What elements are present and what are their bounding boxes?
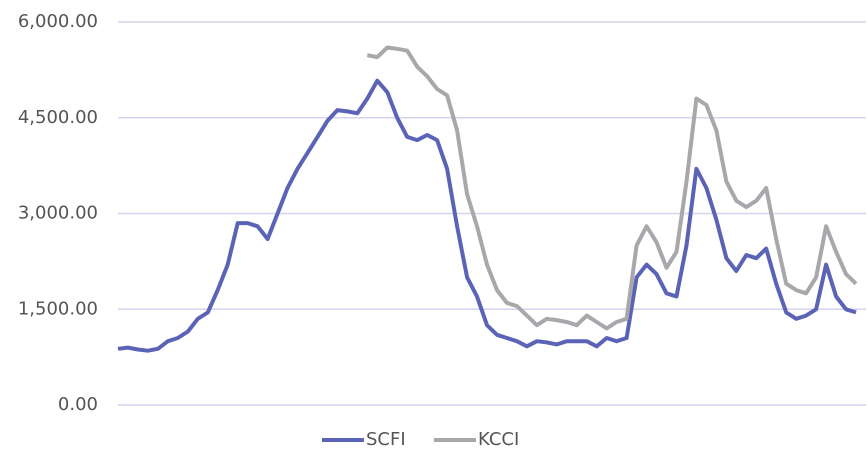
legend-label: SCFI (366, 429, 406, 450)
y-tick-label: 3,000.00 (18, 203, 98, 224)
y-tick-label: 1,500.00 (18, 298, 98, 319)
y-tick-label: 4,500.00 (18, 107, 98, 128)
y-tick-label: 0.00 (58, 394, 98, 415)
series-line (117, 78, 857, 353)
y-tick-label: 6,000.00 (18, 11, 98, 32)
legend-label: KCCI (478, 429, 519, 450)
series-line (366, 45, 858, 331)
